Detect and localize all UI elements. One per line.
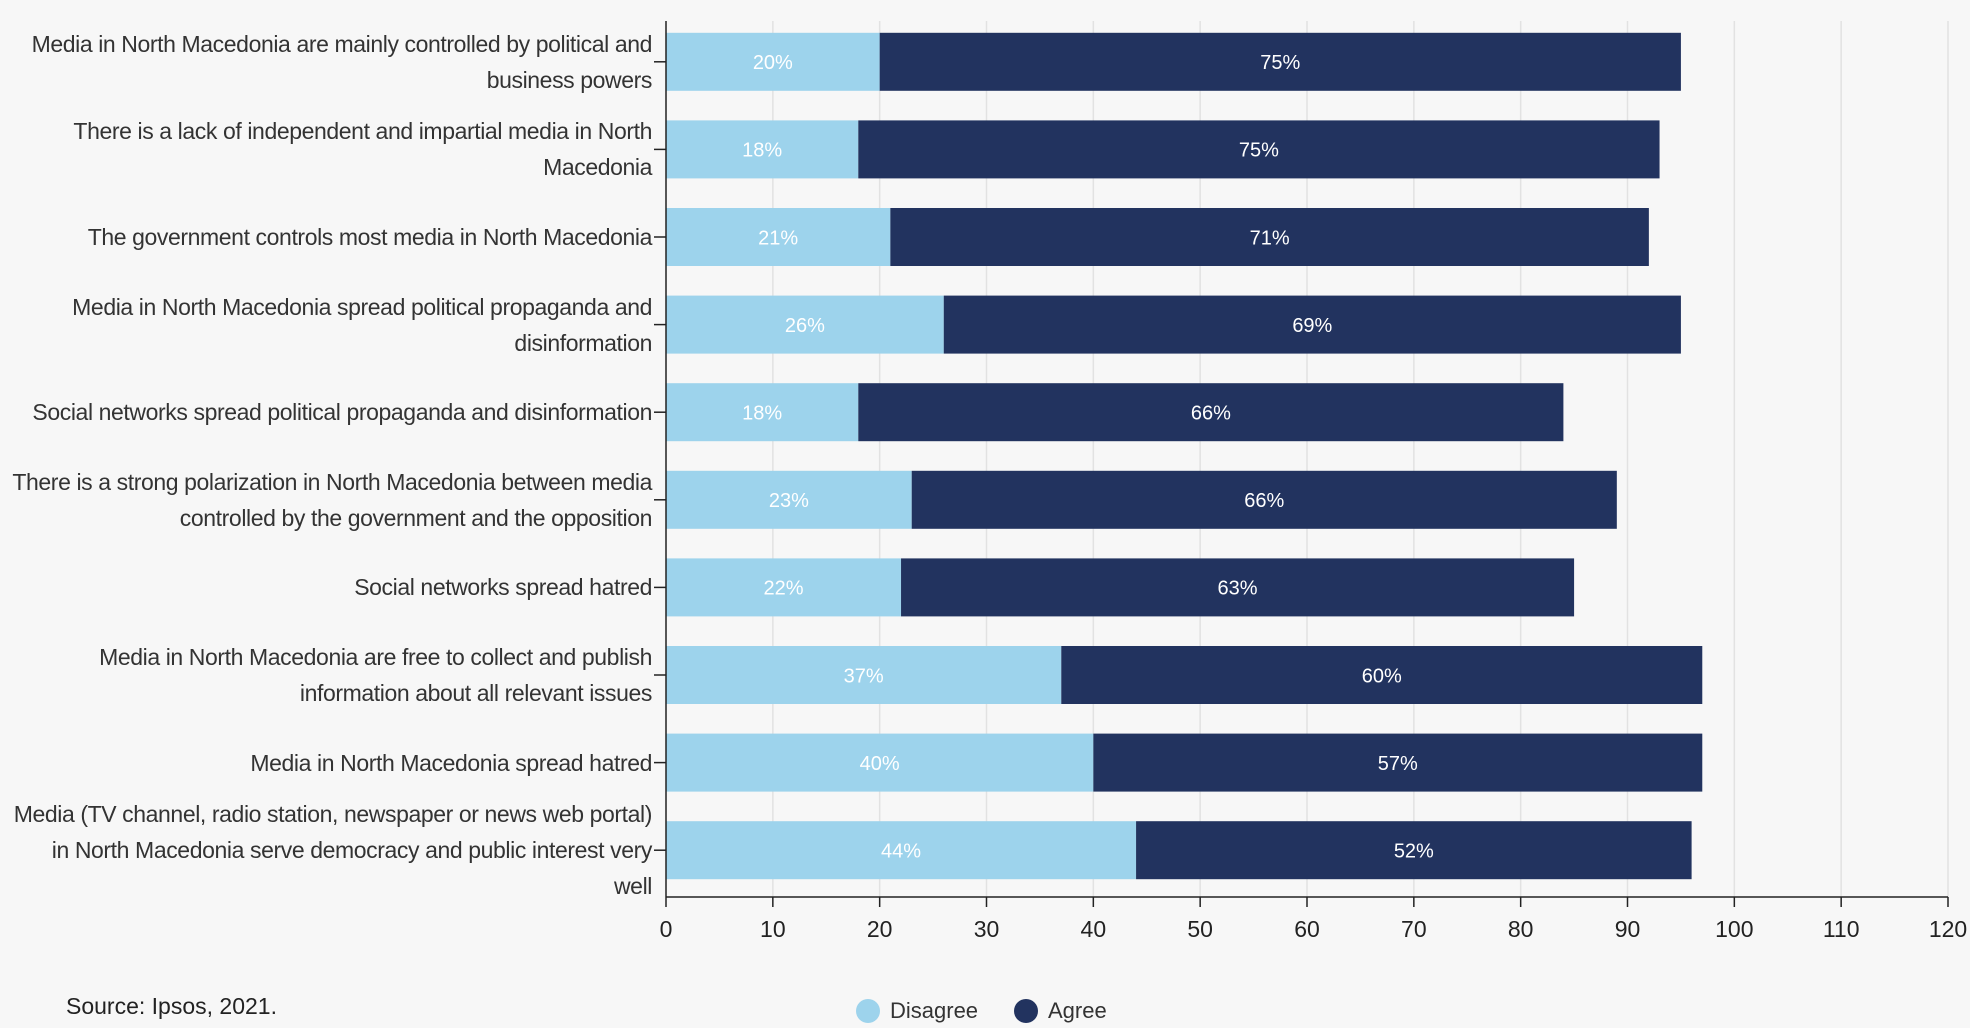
bar [666,208,891,266]
bar [666,733,1094,792]
x-tick-label: 20 [867,916,893,942]
value-label: 23% [769,490,809,512]
legend-swatch [1014,999,1038,1023]
category-label: There is a lack of independent and impar… [73,118,652,181]
value-label: 66% [1244,490,1284,512]
category-label: Media in North Macedonia spread politica… [72,293,652,356]
source: Source: Ipsos, 2021. [66,993,277,1019]
value-label: 18% [742,402,782,424]
bar [901,558,1575,617]
x-tick-label: 10 [760,916,786,942]
value-label: 21% [758,227,798,249]
value-label: 44% [881,840,921,862]
value-label: 66% [1191,402,1231,424]
value-label: 57% [1378,753,1418,775]
bar [879,32,1681,91]
value-label: 37% [844,665,884,687]
x-tick-label: 30 [974,916,1000,942]
legend-swatch [856,999,880,1023]
x-tick-label: 40 [1081,916,1107,942]
x-tick-label: 50 [1187,916,1213,942]
bar [858,120,1660,179]
x-tick-label: 90 [1615,916,1641,942]
x-tick-label: 70 [1401,916,1427,942]
x-tick-label: 120 [1929,916,1967,942]
category-label: Social networks spread political propaga… [32,399,652,426]
bar [666,295,944,354]
value-label: 69% [1292,315,1332,337]
bar [858,383,1564,442]
category-label: Media in North Macedonia are mainly cont… [31,30,653,93]
bar [666,821,1137,880]
x-tick-label: 0 [660,916,673,942]
value-label: 60% [1362,665,1402,687]
value-label: 75% [1239,140,1279,162]
value-label: 22% [764,578,804,600]
legend-label: Agree [1048,998,1107,1023]
bar [666,558,902,617]
bar [666,383,859,442]
bar [666,470,912,529]
bar [666,120,859,179]
bar [1061,646,1703,704]
category-label: There is a strong polarization in North … [12,468,652,531]
bar [1136,821,1692,880]
value-label: 75% [1260,52,1300,74]
category-label: Media (TV channel, radio station, newspa… [13,801,653,900]
bar [890,208,1649,266]
x-tick-label: 60 [1294,916,1320,942]
category-label: Media in North Macedonia spread hatred [250,749,652,776]
bar [666,646,1062,704]
x-tick-label: 80 [1508,916,1534,942]
category-label: Media in North Macedonia are free to col… [99,644,652,706]
x-tick-label: 100 [1715,916,1753,942]
value-label: 40% [860,753,900,775]
category-label: Social networks spread hatred [354,574,652,601]
value-label: 20% [753,52,793,74]
bar [911,470,1617,529]
value-label: 71% [1250,227,1290,249]
bar [1093,733,1703,792]
value-label: 18% [742,140,782,162]
value-label: 52% [1394,840,1434,862]
value-label: 63% [1218,578,1258,600]
bar [666,32,880,91]
bar [943,295,1681,354]
legend-label: Disagree [890,998,978,1023]
value-label: 26% [785,315,825,337]
x-tick-label: 110 [1823,916,1860,942]
category-label: The government controls most media in No… [87,224,653,250]
